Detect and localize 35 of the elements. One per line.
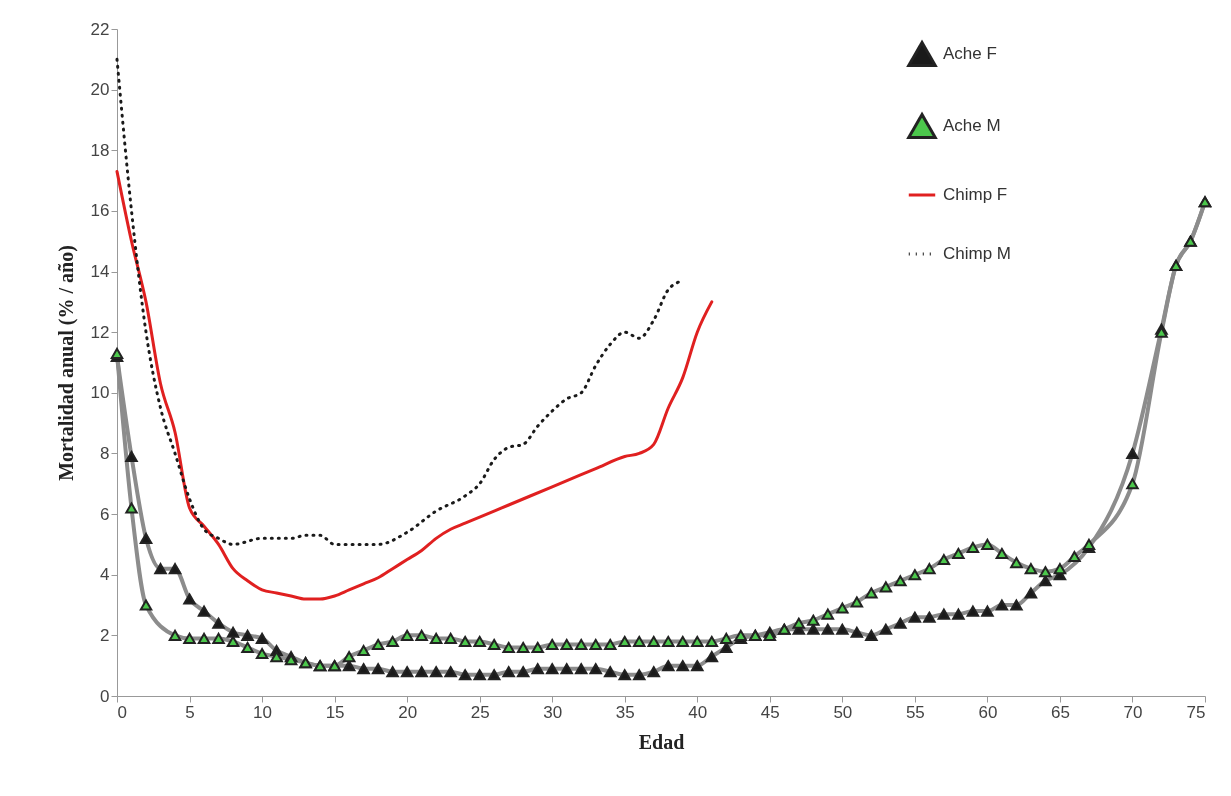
x-tick-label: 35: [615, 702, 635, 722]
y-tick-label: 20: [90, 80, 110, 100]
x-tick-label: 0: [117, 702, 127, 722]
y-tick-label: 16: [90, 201, 110, 221]
y-tick-label: 18: [90, 140, 110, 160]
x-axis-title: Edad: [638, 730, 685, 753]
y-tick-label: 22: [90, 19, 110, 39]
legend-label: Chimp F: [943, 185, 1008, 204]
y-axis-title: Mortalidad anual (% / año): [54, 245, 78, 481]
y-tick-label: 6: [100, 504, 110, 524]
y-tick-label: 2: [100, 625, 110, 645]
x-tick-label: 25: [470, 702, 490, 722]
x-tick-label: 45: [760, 702, 780, 722]
y-tick-label: 10: [90, 383, 110, 403]
x-tick-label: 70: [1123, 702, 1143, 722]
x-tick-label: 60: [978, 702, 998, 722]
y-tick-label: 0: [100, 686, 110, 706]
x-tick-label: 20: [398, 702, 418, 722]
legend-label: Ache M: [943, 116, 1001, 135]
line-series: [115, 170, 714, 601]
x-tick-label: 75: [1186, 702, 1206, 722]
x-tick-label: 40: [688, 702, 708, 722]
legend-label: Ache F: [943, 44, 997, 63]
y-tick-label: 8: [100, 443, 110, 463]
x-tick-label: 50: [833, 702, 853, 722]
x-tick-label: 5: [185, 702, 195, 722]
x-tick-label: 15: [325, 702, 345, 722]
legend-label: Chimp M: [943, 244, 1012, 263]
x-tick-label: 65: [1050, 702, 1070, 722]
x-tick-label: 10: [253, 702, 273, 722]
x-tick-label: 30: [543, 702, 563, 722]
x-tick-label: 55: [905, 702, 925, 722]
y-tick-label: 12: [90, 322, 110, 342]
y-tick-label: 4: [100, 565, 110, 585]
y-tick-label: 14: [90, 262, 110, 282]
